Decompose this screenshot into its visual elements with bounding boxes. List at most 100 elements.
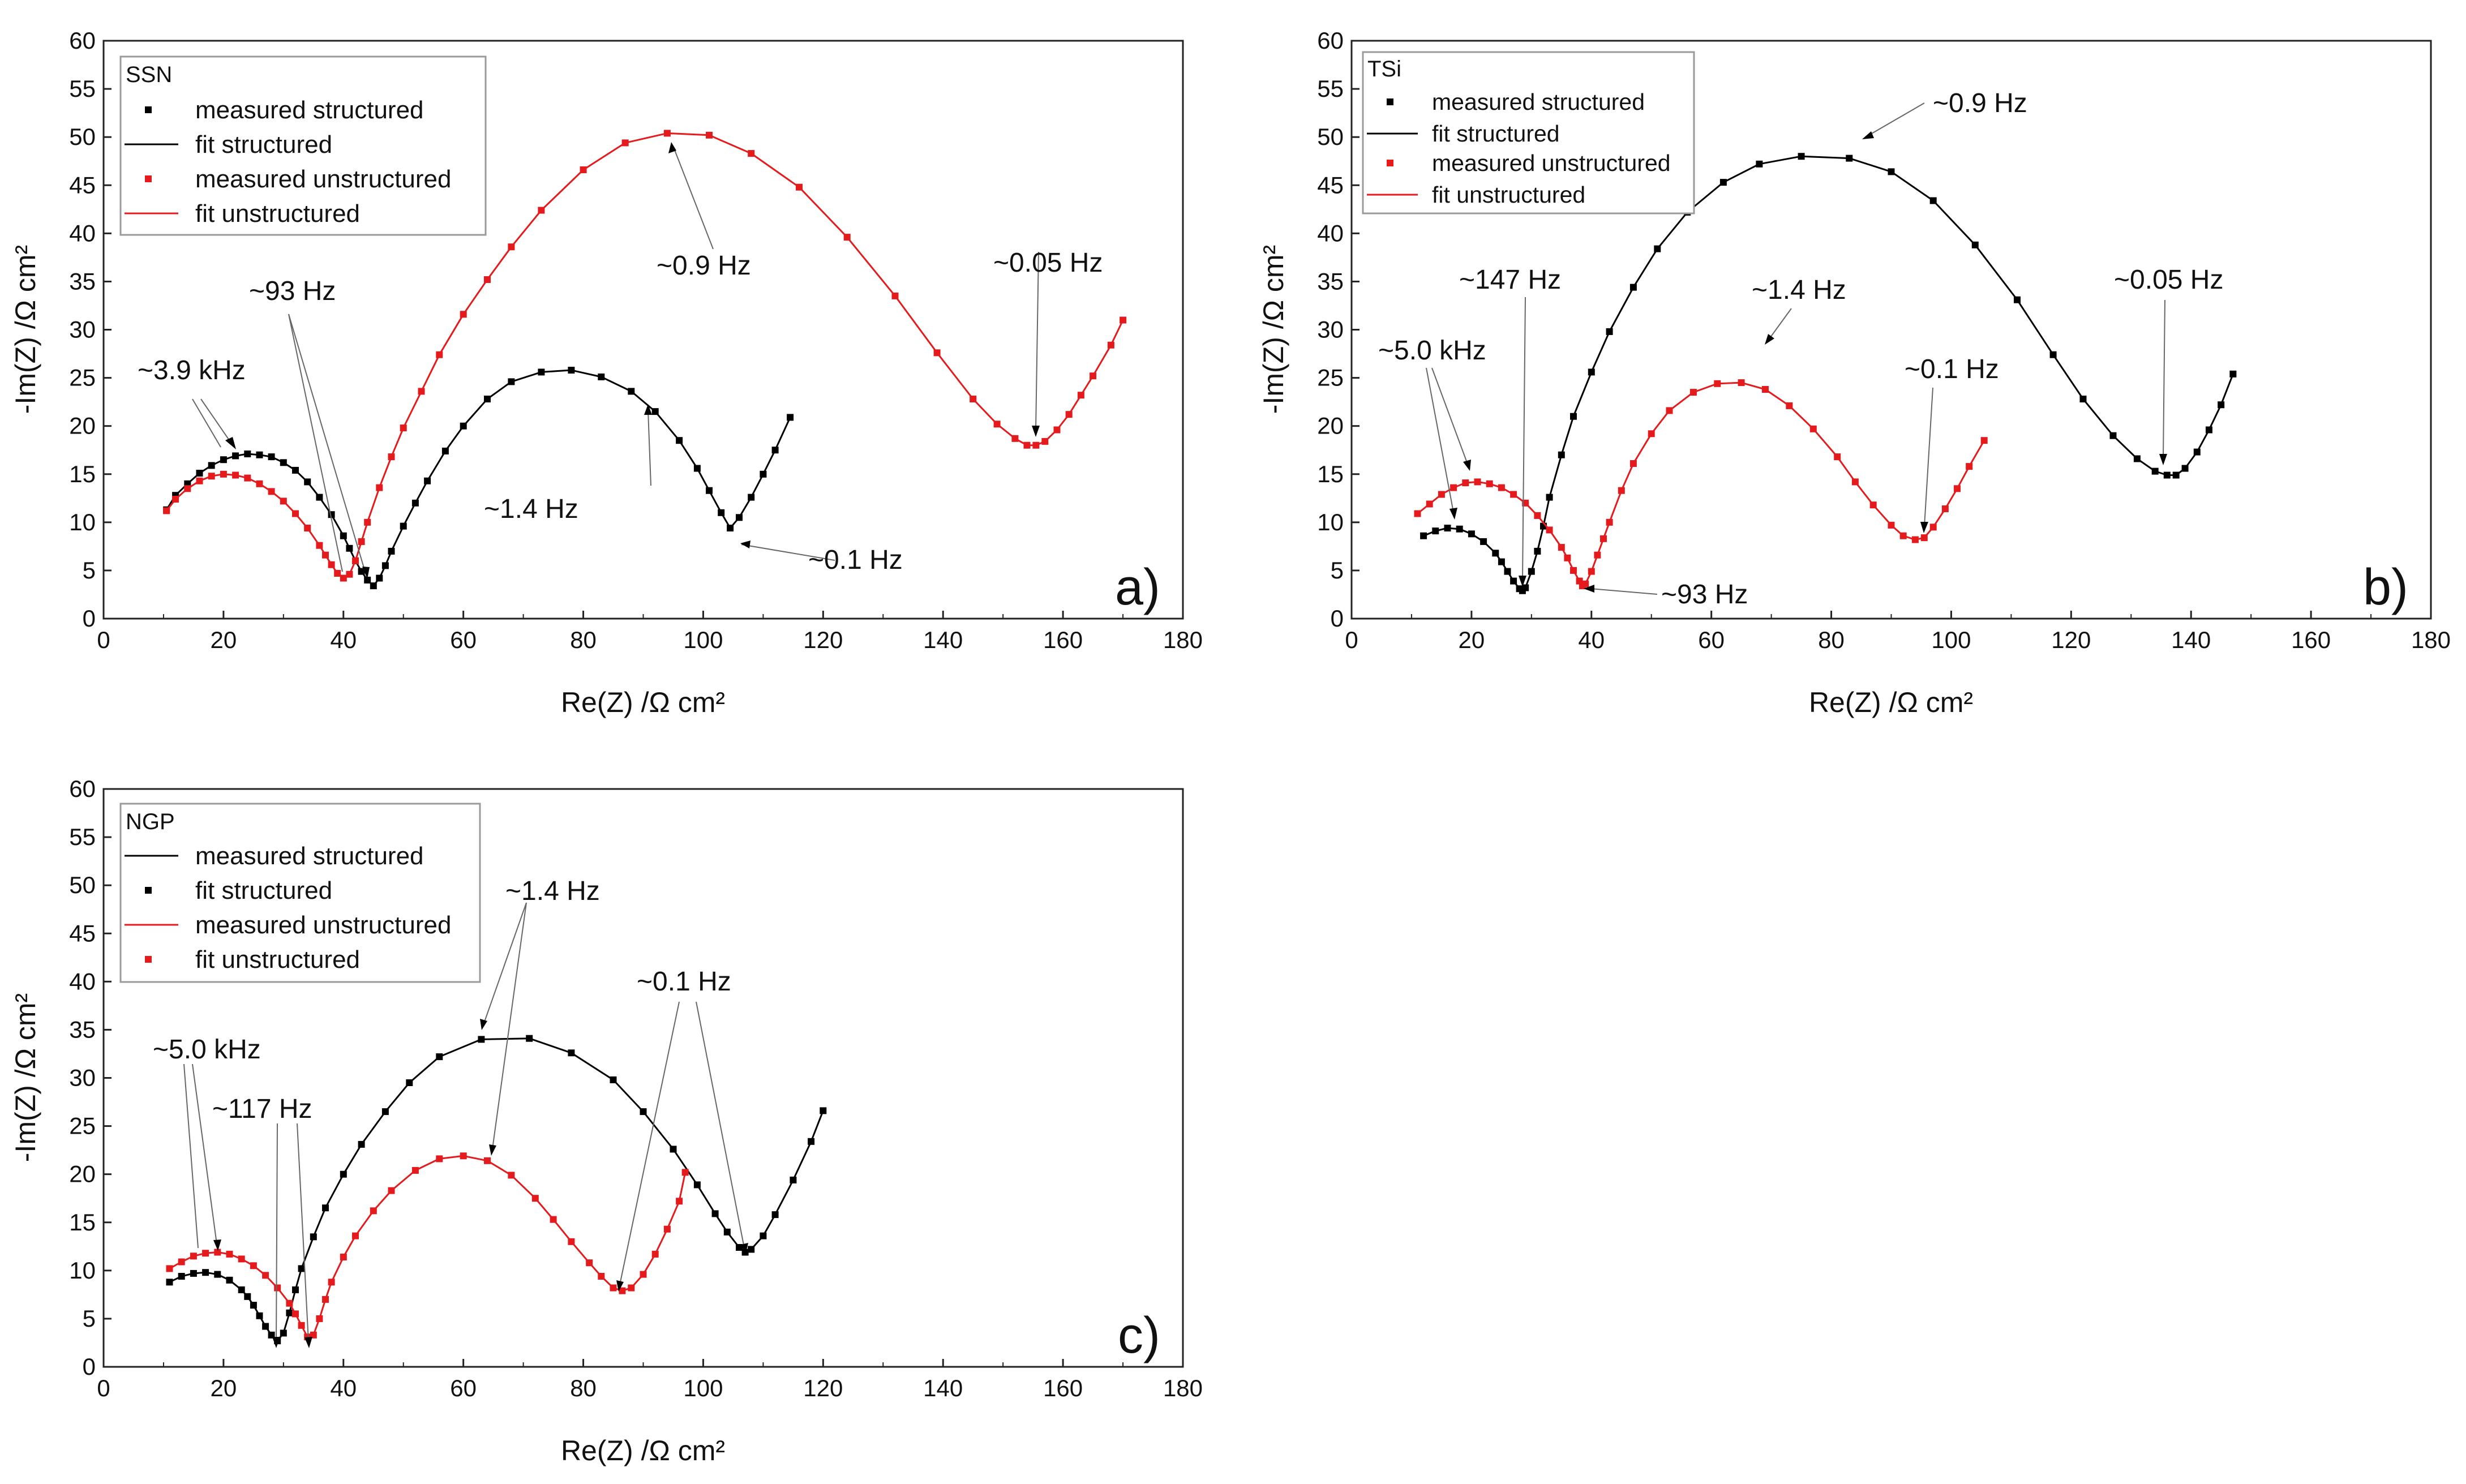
y-tick-label: 55 bbox=[69, 824, 96, 850]
series-line-structured bbox=[165, 369, 791, 587]
data-point-structured bbox=[771, 1211, 779, 1219]
y-tick-label: 0 bbox=[1331, 605, 1344, 632]
y-tick-label: 50 bbox=[69, 123, 96, 150]
data-point-unstructured bbox=[619, 1287, 626, 1294]
data-point-structured bbox=[178, 1273, 185, 1280]
legend-entry-fit-unstructured: fit unstructured bbox=[1367, 182, 1585, 208]
data-point-unstructured bbox=[681, 1169, 689, 1176]
x-tick-label: 20 bbox=[211, 1375, 237, 1401]
data-point-unstructured bbox=[274, 1284, 281, 1292]
y-tick-label: 45 bbox=[69, 171, 96, 198]
legend-entry-measured-structured: measured structured bbox=[145, 96, 424, 124]
legend-box bbox=[1362, 51, 1695, 215]
data-point-unstructured bbox=[1941, 505, 1949, 512]
data-point-structured bbox=[340, 532, 347, 539]
data-point-unstructured bbox=[1065, 411, 1073, 418]
data-point-unstructured bbox=[1606, 518, 1613, 526]
data-point-unstructured bbox=[232, 471, 239, 479]
data-point-unstructured bbox=[1546, 526, 1553, 534]
y-tick-label: 50 bbox=[1317, 123, 1344, 150]
legend-label: measured structured bbox=[1432, 89, 1645, 115]
x-tick-label: 140 bbox=[2171, 627, 2211, 653]
data-point-unstructured bbox=[663, 130, 671, 137]
data-point-unstructured bbox=[316, 542, 323, 549]
data-point-structured bbox=[1629, 284, 1637, 291]
data-point-unstructured bbox=[508, 1172, 515, 1179]
data-point-unstructured bbox=[1618, 487, 1625, 494]
legend-entry-fit-unstructured: fit unstructured bbox=[145, 946, 360, 973]
data-point-structured bbox=[310, 1233, 317, 1241]
y-tick-label: 60 bbox=[69, 775, 96, 802]
data-point-structured bbox=[723, 1228, 731, 1236]
data-point-structured bbox=[190, 1269, 197, 1277]
data-point-structured bbox=[2014, 296, 2021, 303]
data-point-structured bbox=[727, 525, 734, 531]
data-point-structured bbox=[484, 396, 491, 402]
data-point-unstructured bbox=[1809, 425, 1817, 432]
data-point-structured bbox=[1444, 525, 1451, 531]
y-tick-label: 40 bbox=[1317, 220, 1344, 246]
data-point-structured bbox=[388, 547, 395, 555]
data-point-structured bbox=[238, 1286, 245, 1293]
y-tick-label: 55 bbox=[1317, 75, 1344, 102]
y-tick-label: 40 bbox=[69, 968, 96, 994]
data-point-structured bbox=[2206, 426, 2212, 434]
legend-marker-black bbox=[1387, 98, 1393, 105]
data-point-unstructured bbox=[340, 574, 347, 582]
data-point-unstructured bbox=[322, 1296, 329, 1303]
data-point-unstructured bbox=[1107, 341, 1114, 349]
y-tick-label: 25 bbox=[69, 364, 96, 391]
y-tick-label: 5 bbox=[83, 1305, 96, 1332]
data-point-structured bbox=[1888, 168, 1895, 175]
y-tick-label: 50 bbox=[69, 872, 96, 898]
data-point-structured bbox=[1432, 527, 1439, 535]
data-point-unstructured bbox=[586, 1259, 593, 1267]
annotation-arrowheads bbox=[1449, 131, 2167, 593]
y-tick-label: 60 bbox=[1317, 27, 1344, 54]
data-point-structured bbox=[711, 1210, 719, 1217]
data-point-unstructured bbox=[1954, 485, 1961, 492]
data-point-unstructured bbox=[178, 1258, 185, 1266]
annotations bbox=[183, 902, 745, 1342]
data-point-unstructured bbox=[370, 1207, 377, 1215]
legend-entry-measured-structured: measured structured bbox=[125, 842, 424, 870]
legend-title: NGP bbox=[126, 809, 175, 834]
data-point-unstructured bbox=[1011, 435, 1019, 442]
x-axis-title: Re(Z) /Ω cm² bbox=[561, 687, 725, 718]
data-point-unstructured bbox=[1929, 524, 1937, 531]
data-point-unstructured bbox=[1966, 463, 1973, 470]
x-tick-label: 60 bbox=[450, 627, 477, 653]
data-point-structured bbox=[748, 1246, 755, 1253]
x-tick-label: 80 bbox=[1818, 627, 1845, 653]
y-tick-label: 15 bbox=[69, 461, 96, 487]
data-point-unstructured bbox=[676, 1198, 683, 1205]
data-point-unstructured bbox=[322, 551, 329, 559]
data-point-unstructured bbox=[550, 1216, 557, 1223]
data-point-unstructured bbox=[1498, 484, 1505, 491]
annotations bbox=[192, 147, 1039, 572]
data-point-structured bbox=[2193, 448, 2201, 456]
data-point-structured bbox=[1456, 525, 1463, 533]
data-point-structured bbox=[196, 470, 203, 477]
data-point-unstructured bbox=[250, 1262, 257, 1269]
data-point-structured bbox=[268, 1331, 275, 1339]
data-point-unstructured bbox=[1090, 372, 1097, 380]
data-point-structured bbox=[292, 1286, 299, 1293]
data-point-unstructured bbox=[1738, 379, 1745, 387]
data-point-unstructured bbox=[580, 166, 587, 173]
x-tick-label: 160 bbox=[1043, 1375, 1083, 1401]
data-point-structured bbox=[787, 414, 794, 421]
annotation-label: ~147 Hz bbox=[1459, 265, 1561, 295]
data-point-unstructured bbox=[628, 1284, 635, 1292]
data-point-unstructured bbox=[568, 1238, 575, 1245]
data-point-unstructured bbox=[328, 561, 335, 568]
data-point-unstructured bbox=[1629, 460, 1637, 467]
data-point-structured bbox=[358, 568, 365, 575]
data-point-unstructured bbox=[1023, 441, 1031, 449]
data-point-structured bbox=[1546, 494, 1553, 501]
legend-label: fit structured bbox=[195, 877, 332, 904]
data-point-structured bbox=[220, 456, 227, 464]
legend-entry-fit-structured: fit structured bbox=[125, 131, 332, 158]
panel-label: c) bbox=[1118, 1307, 1160, 1364]
